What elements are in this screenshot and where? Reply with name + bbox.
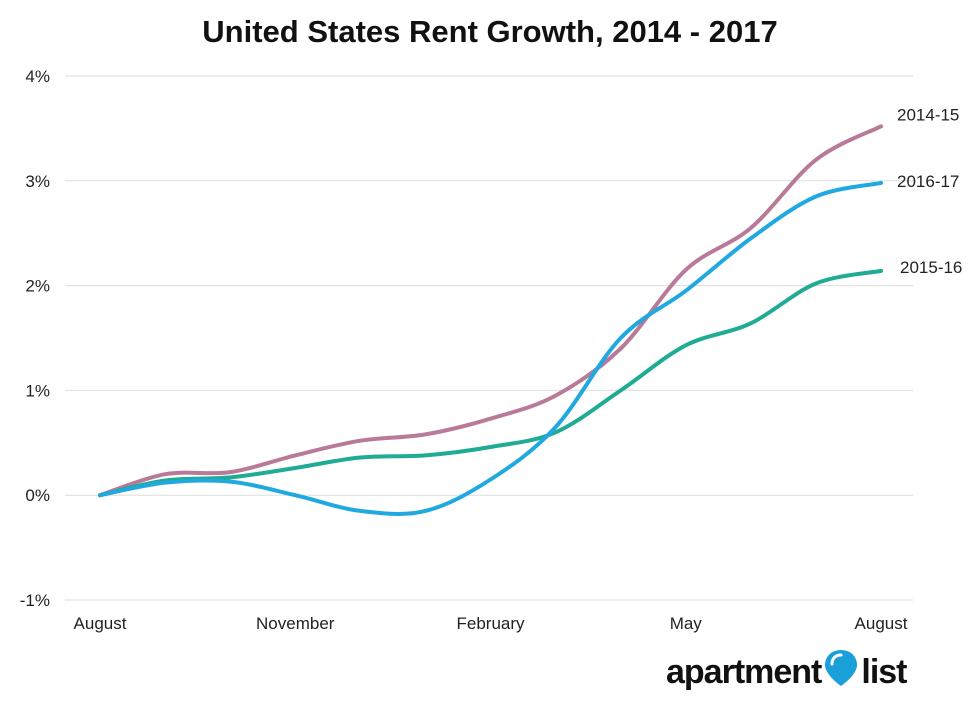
chart-title: United States Rent Growth, 2014 - 2017 bbox=[202, 14, 778, 49]
y-tick-label: 4% bbox=[25, 67, 50, 86]
series-line-2016-17 bbox=[98, 180, 883, 516]
y-tick-label: 3% bbox=[25, 172, 50, 191]
map-pin-icon bbox=[823, 648, 859, 700]
x-tick-label: May bbox=[670, 614, 703, 633]
y-tick-label: 2% bbox=[25, 277, 50, 296]
y-axis-ticks: -1% 0% 1% 2% 3% 4% bbox=[20, 67, 50, 610]
series-lines bbox=[98, 124, 883, 516]
series-label-2014-15: 2014-15 bbox=[897, 105, 959, 124]
series-labels: 2014-15 2015-16 2016-17 bbox=[897, 105, 962, 277]
y-tick-label: 1% bbox=[25, 381, 50, 400]
apartment-list-logo: apartment list bbox=[666, 648, 908, 694]
x-tick-label: August bbox=[855, 614, 908, 633]
logo-word-apartment: apartment bbox=[666, 652, 822, 691]
y-tick-label: 0% bbox=[25, 486, 50, 505]
series-line-2014-15 bbox=[98, 124, 883, 498]
x-tick-label: February bbox=[456, 614, 525, 633]
series-label-2016-17: 2016-17 bbox=[897, 172, 959, 191]
gridlines bbox=[65, 75, 913, 601]
x-tick-label: November bbox=[256, 614, 335, 633]
series-line-2015-16 bbox=[98, 268, 883, 498]
series-label-2015-16: 2015-16 bbox=[900, 258, 962, 277]
y-tick-label: -1% bbox=[20, 591, 50, 610]
x-axis-ticks: August November February May August bbox=[74, 614, 908, 633]
logo-word-list: list bbox=[861, 652, 907, 691]
x-tick-label: August bbox=[74, 614, 127, 633]
